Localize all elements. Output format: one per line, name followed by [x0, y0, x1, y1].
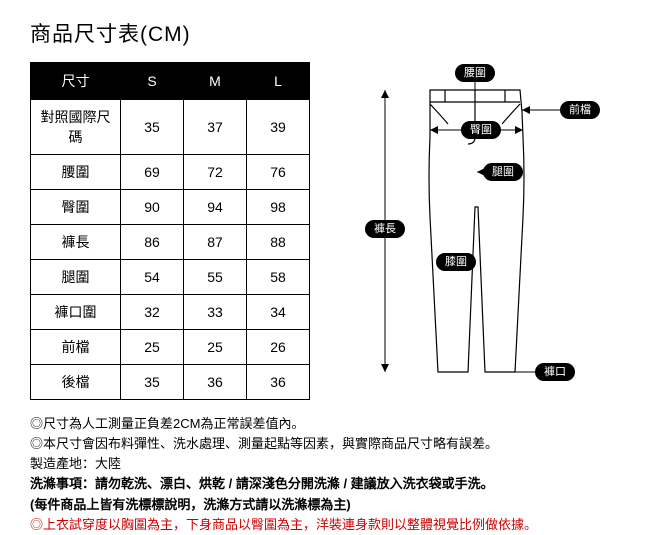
label-rise: 前檔: [569, 102, 591, 116]
cell: 69: [121, 155, 184, 190]
cell: 58: [247, 260, 310, 295]
table-header-row: 尺寸 S M L: [31, 63, 310, 100]
table-row: 對照國際尺碼353739: [31, 100, 310, 155]
label-thigh: 腿圍: [492, 165, 514, 178]
cell: 25: [184, 330, 247, 365]
row-label: 腿圍: [31, 260, 121, 295]
table-body: 對照國際尺碼353739腰圍697276臀圍909498褲長868788腿圍54…: [31, 100, 310, 400]
label-waist: 腰圍: [464, 66, 486, 79]
notes-section: ◎尺寸為人工測量正負差2CM為正常誤差值內。 ◎本尺寸會因布料彈性、洗水處理、測…: [30, 414, 620, 535]
label-hem: 褲口: [544, 364, 566, 378]
cell: 55: [184, 260, 247, 295]
note-line-bold: (每件商品上皆有洗標標說明，洗滌方式請以洗滌標為主): [30, 495, 620, 515]
note-line-bold: 洗滌事項：請勿乾洗、漂白、烘乾 / 請深淺色分開洗滌 / 建議放入洗衣袋或手洗。: [30, 474, 620, 494]
cell: 87: [184, 225, 247, 260]
header-cell: S: [121, 63, 184, 100]
size-table: 尺寸 S M L 對照國際尺碼353739腰圍697276臀圍909498褲長8…: [30, 62, 310, 400]
row-label: 前檔: [31, 330, 121, 365]
row-label: 臀圍: [31, 190, 121, 225]
cell: 35: [121, 365, 184, 400]
content-row: 尺寸 S M L 對照國際尺碼353739腰圍697276臀圍909498褲長8…: [30, 62, 620, 400]
cell: 72: [184, 155, 247, 190]
cell: 37: [184, 100, 247, 155]
label-length: 褲長: [374, 221, 396, 235]
cell: 36: [184, 365, 247, 400]
cell: 39: [247, 100, 310, 155]
table-row: 腿圍545558: [31, 260, 310, 295]
row-label: 褲長: [31, 225, 121, 260]
cell: 36: [247, 365, 310, 400]
row-label: 褲口圍: [31, 295, 121, 330]
pants-diagram: 褲長 腰圍 前檔 臀圍 腿圍: [330, 62, 620, 392]
cell: 35: [121, 100, 184, 155]
label-hip: 臀圍: [470, 123, 492, 136]
row-label: 對照國際尺碼: [31, 100, 121, 155]
note-line: 製造產地：大陸: [30, 454, 620, 474]
page-title: 商品尺寸表(CM): [30, 18, 620, 48]
note-line: ◎尺寸為人工測量正負差2CM為正常誤差值內。: [30, 414, 620, 434]
cell: 76: [247, 155, 310, 190]
note-line: ◎本尺寸會因布料彈性、洗水處理、測量起點等因素，與實際商品尺寸略有誤差。: [30, 434, 620, 454]
table-row: 腰圍697276: [31, 155, 310, 190]
label-knee: 膝圍: [445, 255, 467, 268]
header-cell: 尺寸: [31, 63, 121, 100]
note-line-red: ◎上衣試穿度以胸圍為主，下身商品以臀圍為主，洋裝連身款則以整體視覺比例做依據。: [30, 515, 620, 535]
row-label: 腰圍: [31, 155, 121, 190]
cell: 86: [121, 225, 184, 260]
cell: 33: [184, 295, 247, 330]
cell: 90: [121, 190, 184, 225]
cell: 54: [121, 260, 184, 295]
table-row: 臀圍909498: [31, 190, 310, 225]
table-row: 褲口圍323334: [31, 295, 310, 330]
table-row: 前檔252526: [31, 330, 310, 365]
row-label: 後檔: [31, 365, 121, 400]
header-cell: M: [184, 63, 247, 100]
header-cell: L: [247, 63, 310, 100]
cell: 88: [247, 225, 310, 260]
cell: 26: [247, 330, 310, 365]
table-row: 褲長868788: [31, 225, 310, 260]
cell: 25: [121, 330, 184, 365]
cell: 32: [121, 295, 184, 330]
cell: 34: [247, 295, 310, 330]
table-row: 後檔353636: [31, 365, 310, 400]
cell: 94: [184, 190, 247, 225]
cell: 98: [247, 190, 310, 225]
